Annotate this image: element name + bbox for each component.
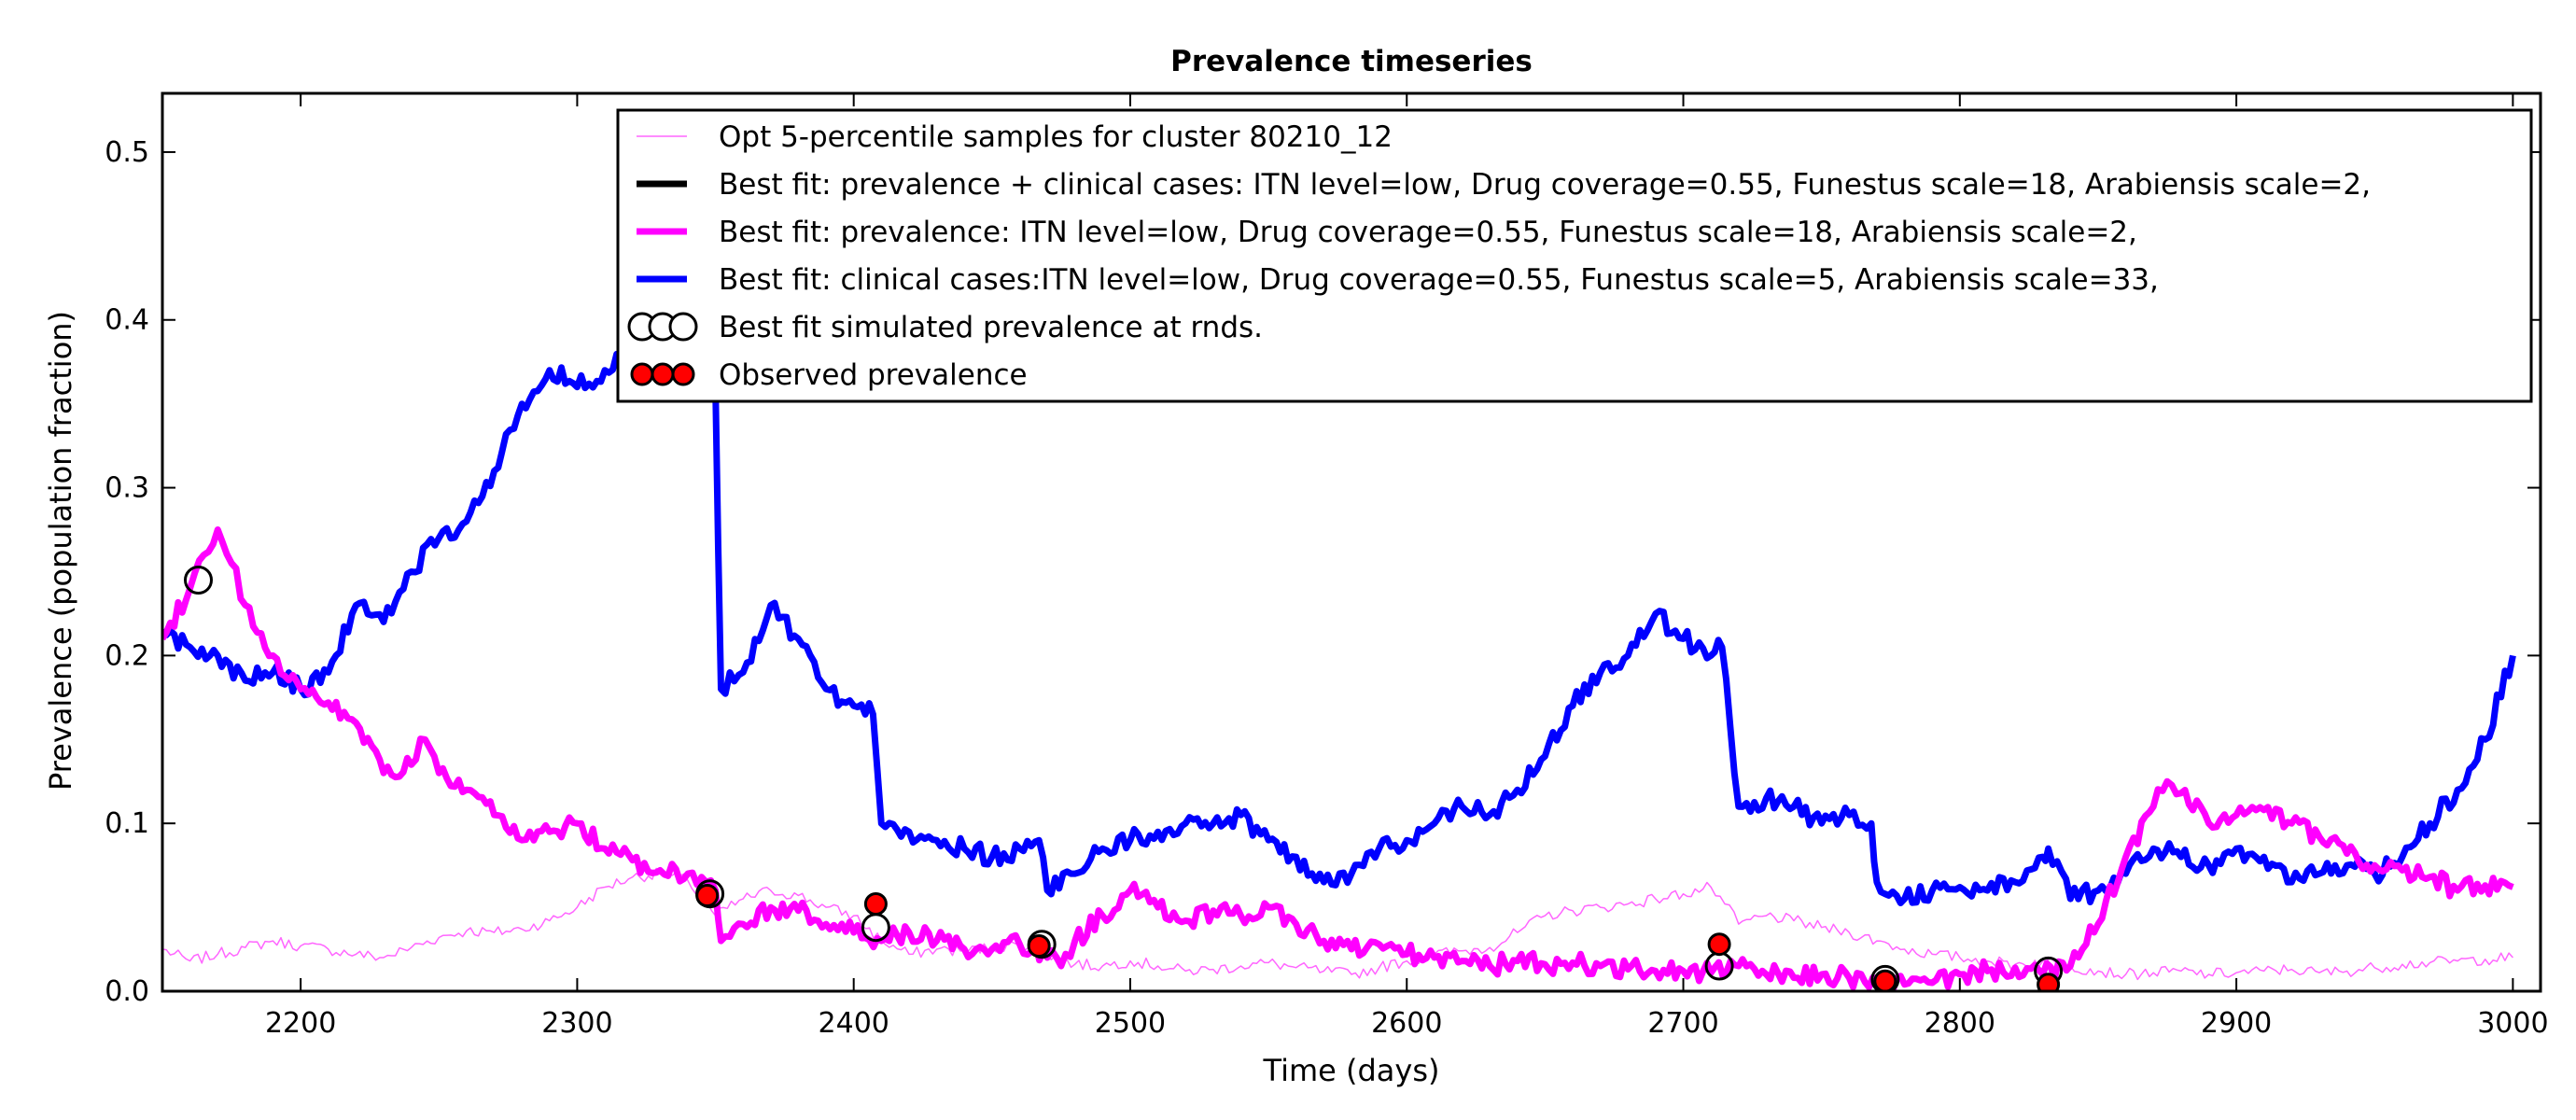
observed-point-0 <box>695 884 720 907</box>
legend-swatch-5-1 <box>651 362 675 386</box>
legend-swatch-5-0 <box>630 362 654 386</box>
chart-title: Prevalence timeseries <box>1170 45 1533 78</box>
observed-point-5 <box>2037 973 2061 991</box>
observed-point-3 <box>1707 932 1731 957</box>
simulated-point-5 <box>1870 964 1900 991</box>
legend-swatch-5-2 <box>671 362 695 386</box>
x-tick-label-7: 2900 <box>2201 1007 2272 1040</box>
observed-point-2 <box>1027 934 1051 958</box>
legend-label-2: Best fit: prevalence: ITN level=low, Dru… <box>719 216 2137 249</box>
y-tick-label-5: 0.5 <box>105 136 149 169</box>
legend-label-5: Observed prevalence <box>719 358 1028 392</box>
plot-frame <box>161 91 2542 993</box>
observed-point-4 <box>1873 969 1897 991</box>
plot-area <box>162 283 2516 991</box>
legend-label-4: Best fit simulated prevalence at rnds. <box>719 311 1263 344</box>
legend-box <box>616 108 2533 403</box>
x-tick-label-5: 2700 <box>1647 1007 1718 1040</box>
x-tick-label-0: 2200 <box>265 1007 336 1040</box>
x-tick-label-4: 2600 <box>1371 1007 1442 1040</box>
x-tick-label-2: 2400 <box>819 1007 889 1040</box>
legend: Opt 5-percentile samples for cluster 802… <box>616 108 2533 403</box>
x-tick-label-1: 2300 <box>541 1007 612 1040</box>
axis-ticks: 2200 2300 2400 2500 2600 2700 2800 2900 3000 0.0 0… <box>105 93 2549 1040</box>
legend-label-0: Opt 5-percentile samples for cluster 802… <box>719 120 1393 154</box>
x-tick-label-6: 2800 <box>1925 1007 1995 1040</box>
x-tick-label-3: 2500 <box>1095 1007 1166 1040</box>
x-axis-label: Time (days) <box>1263 1053 1440 1088</box>
series-line-0 <box>162 867 2513 981</box>
simulated-point-0 <box>184 566 213 595</box>
y-tick-label-4: 0.4 <box>105 304 149 337</box>
observed-point-1 <box>863 892 888 916</box>
legend-label-1: Best fit: prevalence + clinical cases: I… <box>719 168 2371 202</box>
y-tick-label-1: 0.1 <box>105 807 149 840</box>
x-tick-label-8: 3000 <box>2477 1007 2548 1040</box>
series-line-2 <box>162 526 2514 991</box>
y-tick-label-3: 0.3 <box>105 472 149 505</box>
legend-label-3: Best fit: clinical cases:ITN level=low, … <box>719 263 2159 297</box>
legend-swatch-4-2 <box>668 312 698 342</box>
y-tick-label-2: 0.2 <box>105 639 149 672</box>
y-axis-label: Prevalence (population fraction) <box>43 311 78 791</box>
y-tick-label-0: 0.0 <box>105 975 149 1008</box>
